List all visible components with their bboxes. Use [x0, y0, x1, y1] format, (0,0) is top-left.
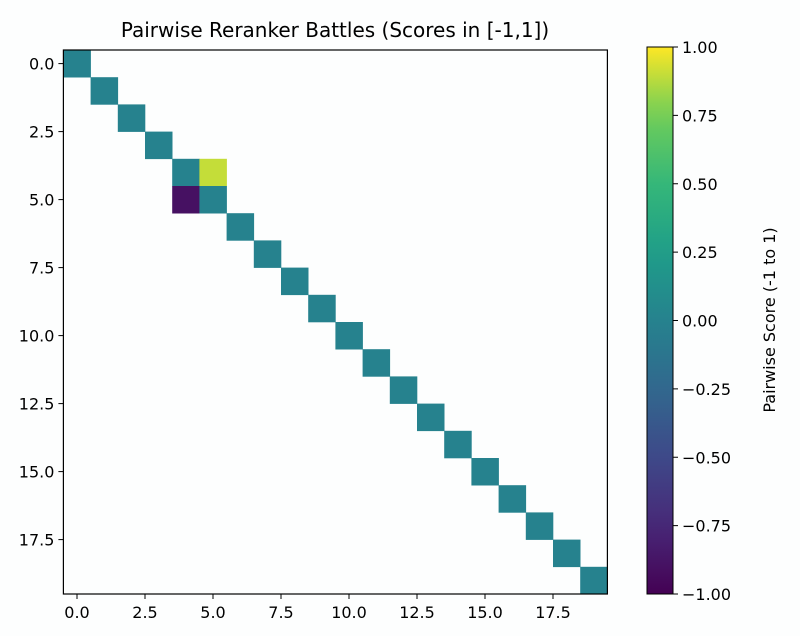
y-tick-label: 15.0 — [19, 463, 55, 482]
x-tick-label: 15.0 — [467, 603, 503, 622]
colorbar-tick-label: −0.75 — [682, 517, 731, 536]
chart-title: Pairwise Reranker Battles (Scores in [-1… — [121, 18, 549, 42]
heatmap-cell — [90, 77, 119, 105]
colorbar-tick-label: 0.25 — [682, 243, 718, 262]
heatmap-cell — [471, 458, 499, 486]
plot-frame — [62, 49, 609, 595]
colorbar-tick-label: 0.75 — [682, 106, 718, 125]
heatmap-cell — [199, 158, 227, 187]
x-tick-label: 7.5 — [268, 603, 293, 622]
heatmap-cell — [281, 267, 309, 296]
y-tick-label: 7.5 — [29, 259, 54, 278]
x-tick-label: 17.5 — [535, 603, 571, 622]
y-tick-label: 2.5 — [29, 123, 54, 142]
y-tick-label: 17.5 — [19, 531, 55, 550]
heatmap-cell — [226, 213, 255, 241]
heatmap-cell — [335, 322, 363, 350]
colorbar-label: Pairwise Score (-1 to 1) — [760, 227, 779, 412]
heatmap-cell — [145, 131, 173, 160]
y-tick-label: 5.0 — [29, 191, 54, 210]
x-tick-label: 5.0 — [200, 603, 225, 622]
heatmap-cell — [580, 566, 608, 595]
heatmap-cell — [117, 104, 146, 132]
heatmap-cell — [63, 50, 91, 78]
x-tick-label: 10.0 — [331, 603, 367, 622]
colorbar-tick-label: 0.00 — [682, 312, 718, 331]
y-tick-label: 10.0 — [19, 327, 55, 346]
x-tick-label: 0.0 — [64, 603, 89, 622]
colorbar-tick-label: 0.50 — [682, 175, 718, 194]
y-tick-label: 0.0 — [29, 55, 54, 74]
x-tick-label: 2.5 — [132, 603, 157, 622]
colorbar-tick-label: −0.50 — [682, 448, 731, 467]
colorbar-tick-label: 1.00 — [682, 38, 718, 57]
colorbar-tick-label: −1.00 — [682, 585, 731, 604]
heatmap-cell — [172, 186, 200, 214]
heatmap-cell — [553, 539, 581, 568]
colorbar-tick-label: −0.25 — [682, 380, 731, 399]
heatmap-cell — [498, 485, 527, 513]
x-tick-label: 12.5 — [399, 603, 435, 622]
colorbar — [646, 46, 674, 595]
heatmap-cell — [389, 376, 418, 404]
heatmap-cell — [199, 186, 227, 214]
heatmap-cell — [172, 158, 200, 187]
heatmap-cell — [362, 349, 391, 377]
heatmap-cell — [417, 403, 445, 432]
heatmap-cell — [444, 430, 472, 459]
heatmap-cell — [525, 512, 554, 540]
heatmap-cell — [308, 294, 336, 323]
y-tick-label: 12.5 — [19, 395, 55, 414]
heatmap-cell — [253, 240, 282, 268]
